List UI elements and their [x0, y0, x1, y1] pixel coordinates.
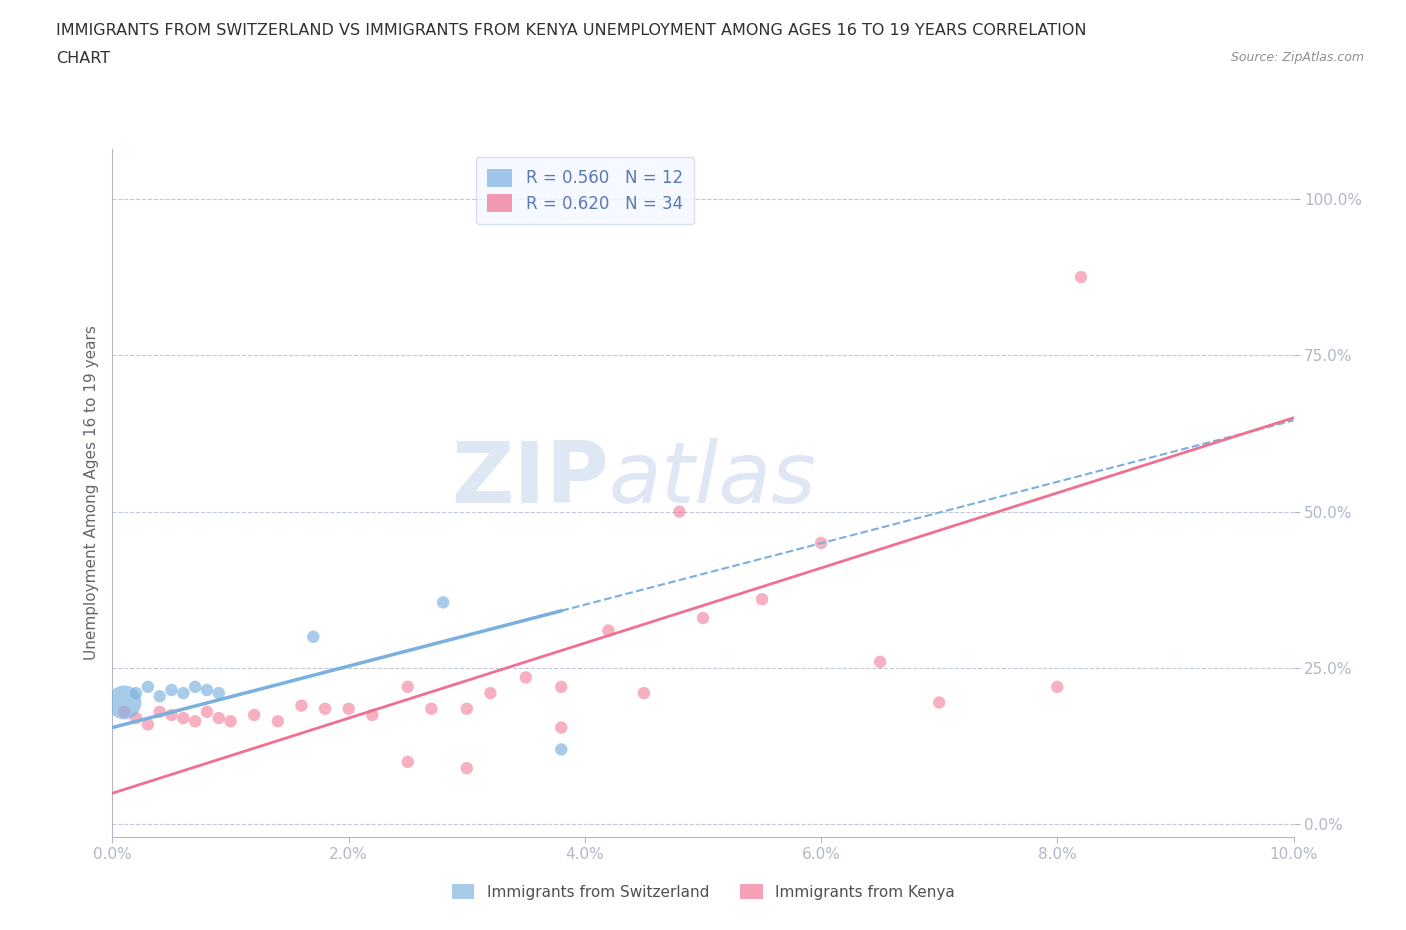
Point — [112, 695, 135, 710]
Point — [751, 591, 773, 606]
Point — [112, 704, 135, 719]
Point — [479, 685, 502, 700]
Point — [267, 714, 290, 729]
Point — [149, 704, 172, 719]
Point — [633, 685, 655, 700]
Point — [550, 720, 572, 735]
Point — [810, 536, 832, 551]
Legend: Immigrants from Switzerland, Immigrants from Kenya: Immigrants from Switzerland, Immigrants … — [439, 871, 967, 912]
Point — [195, 704, 218, 719]
Point — [160, 708, 183, 723]
Point — [290, 698, 312, 713]
Point — [184, 680, 207, 695]
Point — [692, 611, 714, 626]
Point — [172, 711, 194, 725]
Text: IMMIGRANTS FROM SWITZERLAND VS IMMIGRANTS FROM KENYA UNEMPLOYMENT AMONG AGES 16 : IMMIGRANTS FROM SWITZERLAND VS IMMIGRANT… — [56, 23, 1087, 38]
Point — [314, 701, 336, 716]
Point — [361, 708, 384, 723]
Point — [456, 701, 478, 716]
Point — [136, 717, 159, 732]
Point — [396, 754, 419, 769]
Point — [195, 683, 218, 698]
Point — [396, 680, 419, 695]
Point — [125, 711, 148, 725]
Point — [432, 595, 454, 610]
Point — [184, 714, 207, 729]
Point — [420, 701, 443, 716]
Point — [125, 685, 148, 700]
Point — [172, 685, 194, 700]
Point — [149, 689, 172, 704]
Text: CHART: CHART — [56, 51, 110, 66]
Point — [243, 708, 266, 723]
Text: atlas: atlas — [609, 438, 817, 521]
Point — [208, 711, 231, 725]
Point — [598, 623, 620, 638]
Y-axis label: Unemployment Among Ages 16 to 19 years: Unemployment Among Ages 16 to 19 years — [83, 326, 98, 660]
Point — [302, 630, 325, 644]
Point — [1070, 270, 1092, 285]
Point — [515, 670, 537, 684]
Point — [1046, 680, 1069, 695]
Point — [456, 761, 478, 776]
Text: ZIP: ZIP — [451, 438, 609, 521]
Point — [160, 683, 183, 698]
Point — [550, 680, 572, 695]
Text: Source: ZipAtlas.com: Source: ZipAtlas.com — [1230, 51, 1364, 64]
Point — [219, 714, 242, 729]
Point — [208, 685, 231, 700]
Point — [550, 742, 572, 757]
Point — [668, 504, 690, 519]
Point — [337, 701, 360, 716]
Point — [136, 680, 159, 695]
Point — [869, 655, 891, 670]
Point — [928, 695, 950, 710]
